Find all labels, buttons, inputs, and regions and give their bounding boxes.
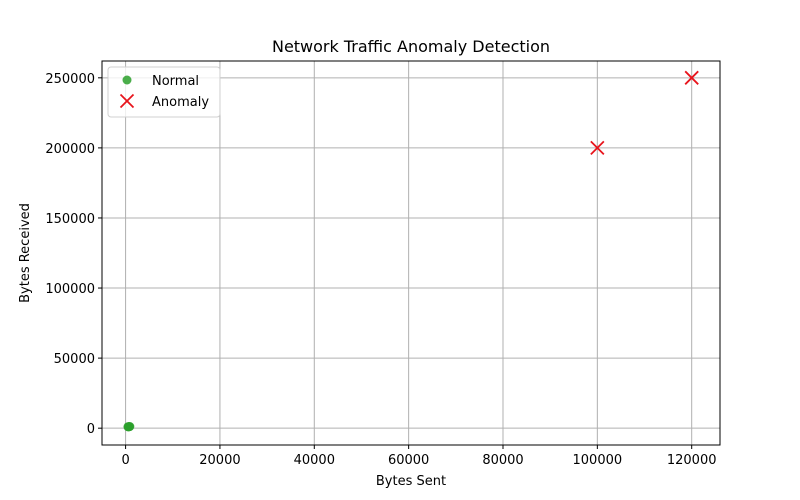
data-marks [123, 70, 699, 432]
x-axis-label: Bytes Sent [376, 474, 446, 489]
x-tick-label: 20000 [199, 453, 240, 468]
x-tick-label: 40000 [294, 453, 335, 468]
y-tick-label: 150000 [45, 212, 95, 227]
anomaly-point [590, 140, 605, 156]
x-tick-label: 60000 [388, 453, 429, 468]
legend: Normal Anomaly [107, 66, 221, 118]
x-tick-label: 120000 [667, 453, 717, 468]
anomaly-point-stroke [684, 70, 699, 85]
plot-frame [101, 60, 721, 446]
legend-label-normal: Normal [152, 74, 199, 89]
axis-ticks: 0 20000 40000 60000 80000 100000 120000 0 50000 1… [45, 72, 716, 468]
y-tick-label: 200000 [45, 142, 95, 157]
x-tick-label: 100000 [573, 453, 623, 468]
legend-label-anomaly: Anomaly [152, 95, 209, 110]
legend-marker-normal [122, 75, 132, 85]
x-tick-label: 80000 [482, 453, 523, 468]
anomaly-point [684, 70, 699, 85]
y-tick-label: 50000 [54, 352, 95, 367]
y-tick-label: 0 [87, 422, 95, 437]
y-axis-label: Bytes Received [18, 203, 33, 303]
grid-lines [102, 61, 720, 445]
legend-box [107, 66, 221, 118]
legend-marker-anomaly [119, 93, 135, 109]
x-tick-label: 0 [121, 453, 129, 468]
anomaly-point-stroke [590, 140, 605, 156]
chart-title: Network Traffic Anomaly Detection [272, 37, 550, 56]
y-tick-label: 100000 [45, 282, 95, 297]
normal-point [124, 422, 134, 432]
legend-marker-anomaly-stroke [119, 93, 135, 109]
y-tick-label: 250000 [45, 72, 95, 87]
